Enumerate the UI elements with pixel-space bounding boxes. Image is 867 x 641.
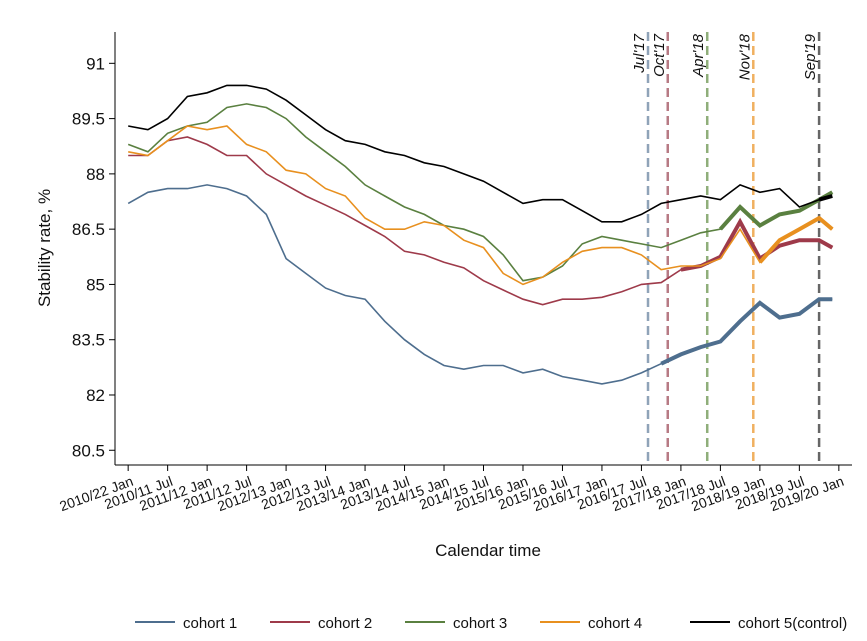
y-tick-label: 86.5 [72,220,105,239]
event-label: Sep'19 [802,33,819,80]
y-tick-label: 89.5 [72,110,105,129]
y-tick-label: 83.5 [72,331,105,350]
legend-label: cohort 4 [588,615,642,632]
y-tick-label: 88 [86,165,105,184]
y-axis-title: Stability rate, % [35,189,54,307]
y-tick-label: 85 [86,275,105,294]
series-line-post [818,194,833,202]
legend-label: cohort 5(control) [738,615,847,632]
legend-label: cohort 1 [183,615,237,632]
event-label: Apr'18 [690,33,707,78]
y-tick-label: 82 [86,386,105,405]
y-tick-label: 91 [86,54,105,73]
series-line [128,125,833,286]
series-line [128,84,833,223]
series-line-post [660,297,833,366]
event-label: Jul'17 [631,33,648,73]
x-axis-title: Calendar time [435,541,541,560]
series-line-post [758,215,834,264]
legend-label: cohort 2 [318,615,372,632]
event-label: Oct'17 [651,33,668,77]
y-tick-label: 80.5 [72,441,105,460]
event-label: Nov'18 [736,33,753,80]
legend-label: cohort 3 [453,615,507,632]
